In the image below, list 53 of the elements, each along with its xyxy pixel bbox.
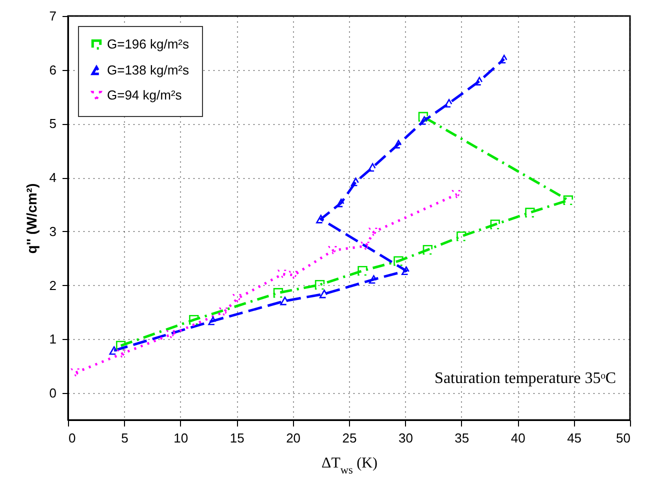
point <box>368 228 379 236</box>
point <box>525 208 535 218</box>
legend-label: G=138 kg/m²s <box>107 62 190 78</box>
x-tick-label: 0 <box>68 430 76 446</box>
y-tick-label: 4 <box>49 170 56 186</box>
point <box>117 349 127 358</box>
point <box>314 280 325 290</box>
x-tick-label: 25 <box>342 430 357 446</box>
y-tick-label: 1 <box>49 332 56 347</box>
point <box>444 98 454 108</box>
x-tick-label: 40 <box>510 430 526 446</box>
x-tick-label: 50 <box>616 430 630 446</box>
x-axis-title: ΔT$_{ws}$ (K) <box>322 456 378 476</box>
x-tick-label: 45 <box>567 430 582 446</box>
x-tick-label: 15 <box>230 430 244 446</box>
y-tick-label: 3 <box>49 224 56 239</box>
point <box>328 246 338 255</box>
point <box>219 307 230 316</box>
point <box>456 231 466 242</box>
point <box>394 256 404 266</box>
y-tick-label: 0 <box>49 386 56 401</box>
x-tick-label: 5 <box>121 430 128 446</box>
point <box>336 198 346 208</box>
y-tick-label: 2 <box>49 278 56 293</box>
point <box>422 244 433 255</box>
annotation: Saturation temperature 35ᵒC <box>434 370 616 387</box>
x-tick-label: 10 <box>174 430 188 446</box>
point <box>368 163 378 172</box>
x-tick-label: 20 <box>286 430 301 446</box>
point <box>116 340 126 350</box>
y-tick-label: 7 <box>49 8 56 24</box>
point <box>563 195 574 206</box>
point <box>452 190 462 199</box>
point <box>490 220 500 230</box>
point <box>499 54 509 64</box>
y-axis-title: q'' (W/cm²) <box>23 183 40 254</box>
point <box>189 314 199 325</box>
legend-label: G=94 kg/m²s <box>107 88 182 102</box>
point <box>166 330 176 339</box>
point <box>278 270 288 278</box>
point <box>418 112 428 122</box>
x-tick-label: 35 <box>454 430 470 446</box>
x-tick-label: 30 <box>398 430 413 446</box>
point <box>71 368 81 377</box>
point <box>273 288 284 298</box>
point <box>109 346 119 355</box>
point <box>232 294 243 303</box>
y-tick-label: 6 <box>49 62 56 78</box>
legend-label: G=196 kg/m²s <box>107 36 190 52</box>
point <box>361 242 371 250</box>
point <box>358 266 368 276</box>
point <box>289 270 299 280</box>
y-tick-label: 5 <box>49 116 56 132</box>
